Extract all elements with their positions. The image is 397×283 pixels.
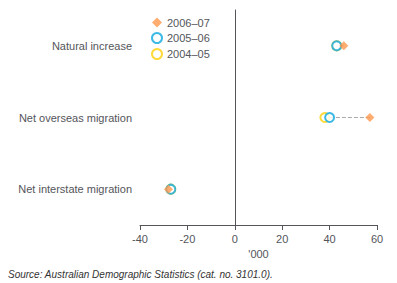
svg-text:Source: Australian Demographic: Source: Australian Demographic Statistic… (8, 269, 273, 280)
svg-text:Net overseas migration: Net overseas migration (19, 112, 132, 124)
svg-text:2005–06: 2005–06 (167, 32, 210, 44)
svg-text:20: 20 (276, 233, 288, 245)
svg-text:Net interstate migration: Net interstate migration (18, 183, 132, 195)
svg-text:40: 40 (323, 233, 335, 245)
svg-text:0: 0 (232, 233, 238, 245)
svg-text:'000: '000 (248, 248, 268, 260)
svg-text:Natural increase: Natural increase (52, 40, 132, 52)
svg-text:-40: -40 (132, 233, 148, 245)
svg-text:60: 60 (371, 233, 383, 245)
svg-text:2004–05: 2004–05 (167, 48, 210, 60)
svg-text:-20: -20 (179, 233, 195, 245)
svg-text:2006–07: 2006–07 (167, 17, 210, 29)
